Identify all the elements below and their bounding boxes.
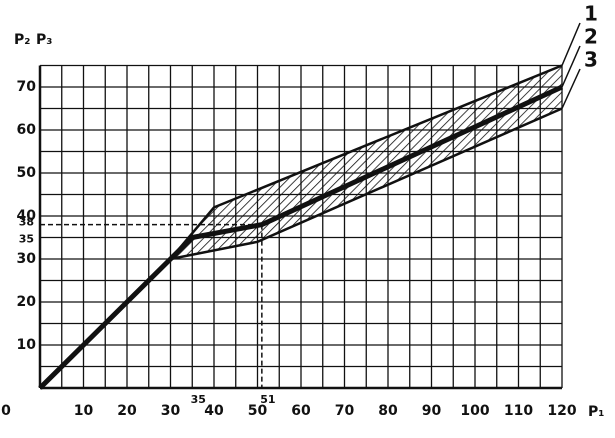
x-tick-label: 80 xyxy=(378,403,398,419)
series-label: 2 xyxy=(584,25,598,49)
leader-line xyxy=(561,68,581,109)
y-axis-label: P₂ xyxy=(14,32,30,48)
series-line xyxy=(38,84,564,390)
leader-line xyxy=(561,45,581,88)
x-tick-label: 10 xyxy=(74,403,94,419)
series-line xyxy=(170,107,563,261)
x-tick-label: 50 xyxy=(248,403,268,419)
y-tick-label: 30 xyxy=(17,251,37,267)
y-tick-label: 10 xyxy=(17,337,37,353)
x-tick-label: 100 xyxy=(460,403,489,419)
y-tick-label: 20 xyxy=(17,294,37,310)
hatch-band xyxy=(170,65,562,259)
x-tick-label: 20 xyxy=(117,403,137,419)
y-tick-label: 38 xyxy=(19,216,34,229)
x-tick-label: 90 xyxy=(422,403,442,419)
x-tick-label: 51 xyxy=(260,393,275,406)
y-tick-label: 70 xyxy=(17,79,37,95)
x-tick-label: 60 xyxy=(291,403,311,419)
y-tick-label: 50 xyxy=(17,165,37,181)
x-tick-label: 0 xyxy=(1,403,11,419)
series-label: 1 xyxy=(584,2,598,26)
x-tick-label: 35 xyxy=(191,393,206,406)
y-tick-label: 40 xyxy=(17,208,37,224)
series-label: 3 xyxy=(584,48,598,72)
x-tick-label: 30 xyxy=(161,403,181,419)
leader-line xyxy=(561,22,581,66)
y-tick-label: 60 xyxy=(17,122,37,138)
x-tick-label: 70 xyxy=(335,403,355,419)
x-tick-label: 110 xyxy=(504,403,533,419)
x-axis-label: P₁ xyxy=(588,404,604,420)
x-tick-label: 40 xyxy=(204,403,224,419)
x-tick-label: 120 xyxy=(547,403,576,419)
y-axis-label: P₃ xyxy=(36,32,52,48)
y-tick-label: 35 xyxy=(19,233,34,246)
